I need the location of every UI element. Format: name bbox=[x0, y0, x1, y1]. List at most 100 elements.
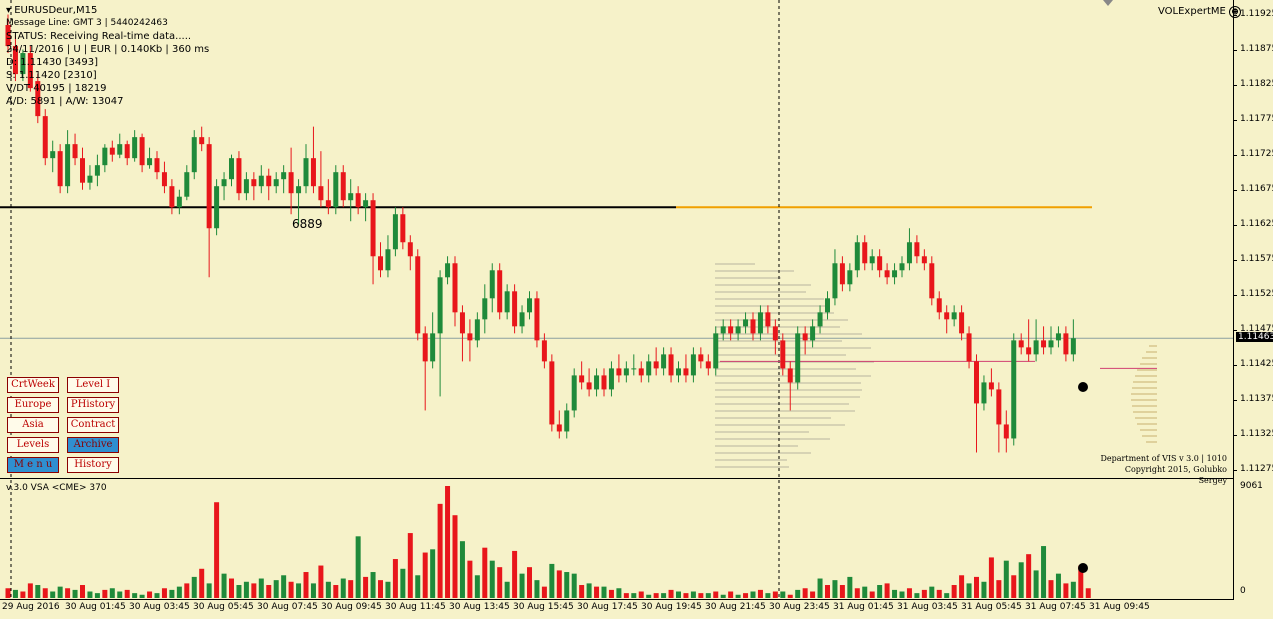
candle-body bbox=[825, 298, 830, 313]
volume-max-label: 9061 bbox=[1240, 481, 1263, 491]
volume-bar bbox=[236, 585, 242, 598]
time-axis-label: 30 Aug 11:45 bbox=[385, 602, 446, 612]
candle-body bbox=[139, 137, 145, 166]
candle-body bbox=[862, 242, 868, 264]
candle-body bbox=[385, 249, 391, 271]
smiley-icon[interactable]: ☻ bbox=[1229, 6, 1242, 18]
candle-body bbox=[951, 312, 957, 320]
volume-bar bbox=[422, 552, 428, 598]
candle-body bbox=[452, 263, 458, 313]
panel-button-crtweek[interactable]: CrtWeek bbox=[7, 377, 59, 393]
panel-button-archive[interactable]: Archive bbox=[67, 437, 119, 453]
candle-body bbox=[437, 277, 443, 334]
volume-bar bbox=[690, 591, 696, 598]
candle-body bbox=[757, 312, 763, 334]
candle-body bbox=[363, 200, 369, 208]
volume-zero-label: 0 bbox=[1240, 586, 1246, 596]
volume-bar bbox=[370, 572, 376, 598]
price-axis-tick bbox=[1234, 399, 1237, 401]
candle-body bbox=[20, 53, 26, 75]
candle-body bbox=[318, 186, 324, 201]
candle-body bbox=[668, 354, 674, 376]
volume-bar bbox=[683, 593, 689, 598]
volume-bar bbox=[161, 588, 167, 598]
message-line: Message Line: GMT 3 | 5440242463 bbox=[6, 18, 168, 28]
volume-bar bbox=[1003, 560, 1009, 598]
volume-bar bbox=[214, 502, 220, 598]
price-axis-label: 1.11325 bbox=[1240, 428, 1273, 439]
time-axis-label: 31 Aug 07:45 bbox=[1025, 602, 1086, 612]
candle-body bbox=[899, 263, 905, 271]
candle-body bbox=[176, 196, 182, 208]
level-volume-label: 6889 bbox=[292, 217, 323, 231]
candle-body bbox=[959, 312, 965, 334]
candle-body bbox=[161, 172, 167, 187]
volume-bar bbox=[549, 563, 555, 598]
candle-body bbox=[1070, 338, 1076, 355]
candle-body bbox=[638, 368, 644, 376]
panel-button-levels[interactable]: Levels bbox=[7, 437, 59, 453]
candle-body bbox=[877, 256, 883, 271]
candle-body bbox=[333, 172, 339, 208]
volume-pane[interactable]: v.3.0 VSA <CME> 370 bbox=[0, 480, 1233, 599]
panel-button-history[interactable]: History bbox=[67, 457, 119, 473]
candle-body bbox=[430, 333, 436, 362]
price-axis[interactable]: 1.11925 1.11875 1.11825 1.11775 1.11725 1.116… bbox=[1233, 0, 1273, 600]
volume-bar bbox=[251, 583, 257, 598]
panel-button-europe[interactable]: Europe bbox=[7, 397, 59, 413]
price-axis-tick bbox=[1234, 14, 1237, 16]
volume-bar bbox=[728, 591, 734, 598]
volume-bar bbox=[892, 589, 898, 598]
price-chart-canvas[interactable] bbox=[0, 0, 1233, 478]
volume-bar bbox=[862, 586, 868, 598]
candle-body bbox=[571, 375, 577, 411]
time-axis-label: 30 Aug 19:45 bbox=[641, 602, 702, 612]
price-chart[interactable]: ▾ EURUSDeur,M15 Message Line: GMT 3 | 54… bbox=[0, 0, 1242, 485]
candle-body bbox=[445, 263, 451, 278]
candle-body bbox=[214, 186, 220, 229]
candle-body bbox=[243, 179, 249, 194]
volume-bar bbox=[258, 578, 264, 598]
panel-button-asia[interactable]: Asia bbox=[7, 417, 59, 433]
volume-bar bbox=[1048, 580, 1054, 598]
volume-canvas[interactable] bbox=[0, 480, 1233, 599]
candle-body bbox=[378, 256, 383, 271]
price-axis-label: 1.11825 bbox=[1240, 78, 1273, 89]
volume-bar bbox=[407, 533, 413, 598]
volume-bar bbox=[817, 578, 823, 598]
time-axis-label: 30 Aug 17:45 bbox=[577, 602, 638, 612]
panel-button-contract[interactable]: Contract bbox=[67, 417, 119, 433]
vdt-line: V/DT 40195 | 18219 bbox=[6, 83, 107, 94]
candle-body bbox=[221, 179, 227, 187]
volume-bar bbox=[899, 591, 905, 598]
candle-body bbox=[1003, 424, 1009, 439]
candle-body bbox=[1048, 340, 1054, 348]
candle-body bbox=[482, 298, 488, 320]
price-axis-label: 1.11775 bbox=[1240, 113, 1273, 124]
volume-bar bbox=[355, 536, 361, 598]
volume-bar bbox=[333, 585, 339, 598]
volume-bar bbox=[12, 589, 18, 598]
panel-button-phistory[interactable]: PHistory bbox=[67, 397, 119, 413]
candle-body bbox=[169, 186, 175, 208]
chevron-down-icon[interactable]: ▾ bbox=[6, 5, 12, 16]
price-axis-tick bbox=[1234, 434, 1237, 436]
candle-body bbox=[527, 298, 532, 313]
candle-body bbox=[772, 326, 778, 341]
price-axis-tick bbox=[1234, 84, 1237, 86]
time-axis-label: 31 Aug 01:45 bbox=[833, 602, 894, 612]
volume-bar bbox=[392, 559, 398, 598]
volume-bar bbox=[810, 591, 816, 598]
price-axis-tick bbox=[1234, 49, 1237, 51]
volume-bar bbox=[616, 588, 622, 598]
candle-body bbox=[72, 144, 78, 159]
panel-button-menu[interactable]: M e n u bbox=[7, 457, 59, 473]
candle-body bbox=[787, 368, 793, 383]
collapse-triangle-icon[interactable] bbox=[1103, 0, 1113, 6]
panel-button-leveli[interactable]: Level I bbox=[67, 377, 119, 393]
candle-body bbox=[906, 242, 912, 264]
candle-body bbox=[132, 137, 138, 159]
copyright-line-1: Department of VIS v 3.0 | 1010 bbox=[1100, 454, 1227, 463]
candle-body bbox=[474, 319, 480, 341]
time-axis[interactable]: 29 Aug 2016 30 Aug 01:45 30 Aug 03:45 30 Au… bbox=[0, 599, 1233, 619]
